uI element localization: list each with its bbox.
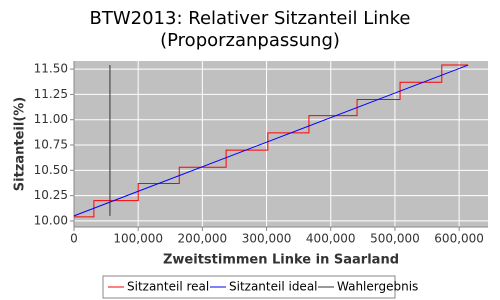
plot-area — [74, 61, 488, 227]
y-tick-label: 10.50 — [34, 163, 68, 177]
legend-text: Sitzanteil real — [127, 280, 209, 294]
legend-text: Wahlergebnis — [337, 280, 418, 294]
x-tick-label: 400,000 — [306, 232, 356, 246]
x-tick-label: 0 — [70, 232, 78, 246]
x-tick-label: 200,000 — [178, 232, 228, 246]
legend — [102, 275, 396, 299]
y-tick-label: 10.25 — [34, 188, 68, 202]
series-line — [73, 64, 469, 217]
x-tick-label: 600,000 — [434, 232, 484, 246]
chart-title: BTW2013: Relativer Sitzanteil Linke — [90, 8, 411, 29]
y-tick-label: 10.75 — [34, 138, 68, 152]
x-tick-label: 100,000 — [113, 232, 163, 246]
y-tick-label: 11.50 — [34, 62, 68, 76]
y-tick-label: 11.00 — [34, 112, 68, 126]
y-tick-label: 10.00 — [34, 213, 68, 227]
x-tick-label: 500,000 — [370, 232, 420, 246]
y-tick-label: 11.25 — [34, 87, 68, 101]
legend-text: Sitzanteil ideal — [229, 280, 318, 294]
x-tick-label: 300,000 — [242, 232, 292, 246]
y-axis-title: Sitzanteil(%) — [13, 97, 28, 191]
x-axis-title: Zweitstimmen Linke in Saarland — [163, 253, 399, 268]
chart-subtitle: (Proporzanpassung) — [160, 30, 340, 51]
